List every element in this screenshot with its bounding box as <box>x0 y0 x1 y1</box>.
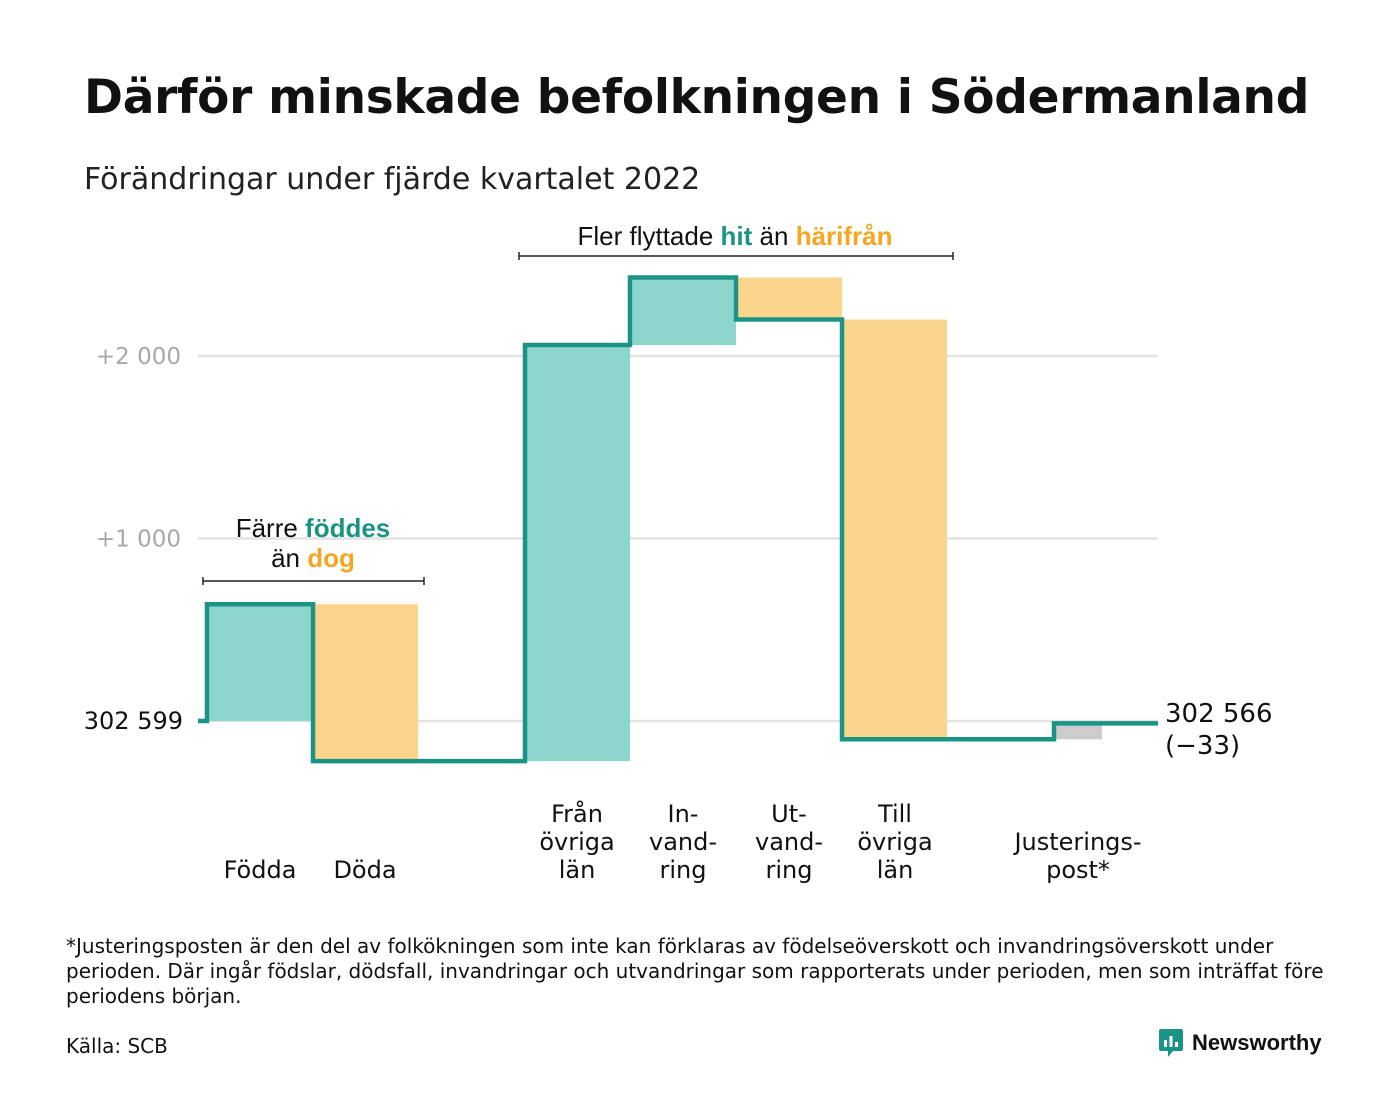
annotation-births-line2: än dog <box>271 543 355 573</box>
category-label: ring <box>660 856 707 884</box>
footnote: *Justeringsposten är den del av folkökni… <box>66 934 1324 1008</box>
category-label: län <box>877 856 914 884</box>
category-label: vand- <box>649 828 717 856</box>
category-label: In- <box>668 800 699 828</box>
start-value-label: 302 599 <box>84 707 183 735</box>
category-label: Till <box>877 800 912 828</box>
chart-subtitle: Förändringar under fjärde kvartalet 2022 <box>84 162 701 197</box>
bar-döda <box>313 604 418 762</box>
bar-födda <box>207 604 313 721</box>
category-label: Ut- <box>771 800 807 828</box>
category-label: ring <box>766 856 813 884</box>
chart-title: Därför minskade befolkningen i Södermanl… <box>84 70 1310 125</box>
bar-invandring <box>630 277 736 346</box>
source-label: Källa: SCB <box>66 1034 168 1058</box>
bar-till-övriga-län <box>842 319 947 740</box>
category-label: övriga <box>857 828 932 856</box>
logo-text: Newsworthy <box>1192 1030 1322 1055</box>
category-label: Döda <box>333 856 396 884</box>
newsworthy-logo-icon <box>1159 1029 1183 1057</box>
bar-justeringspost <box>1054 723 1102 740</box>
category-label: övriga <box>539 828 614 856</box>
annotation-births-line1: Färre föddes <box>236 513 391 543</box>
bar-utvandring <box>736 277 842 320</box>
end-value-label: 302 566 <box>1165 699 1273 729</box>
category-label: Justerings- <box>1012 828 1141 856</box>
running-total-line <box>198 275 1158 764</box>
bar-från-övriga-län <box>525 345 630 762</box>
newsworthy-logo[interactable]: Newsworthy <box>1158 1028 1322 1058</box>
category-label: vand- <box>755 828 823 856</box>
annotation-migration-text: Fler flyttade hit än härifrån <box>577 221 892 251</box>
category-label: Födda <box>224 856 297 884</box>
end-change-label: (−33) <box>1165 731 1240 761</box>
category-label: Från <box>551 799 603 828</box>
annotation-births-bracket <box>202 577 425 585</box>
y-tick-label: +2 000 <box>96 344 181 370</box>
annotation-migration-bracket <box>518 252 954 260</box>
y-tick-label: +1 000 <box>96 527 181 553</box>
category-label: län <box>559 856 596 884</box>
category-label: post* <box>1046 856 1110 884</box>
